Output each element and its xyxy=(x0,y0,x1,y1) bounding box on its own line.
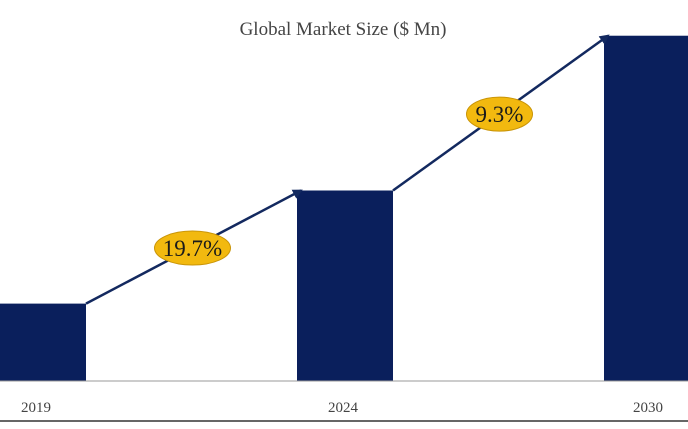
x-tick-label-2024: 2024 xyxy=(328,400,359,416)
growth-label-2019-2024: 19.7% xyxy=(163,236,222,261)
x-tick-label-2030: 2030 xyxy=(633,400,663,416)
chart-title: Global Market Size ($ Mn) xyxy=(240,19,447,40)
x-tick-label-2019: 2019 xyxy=(21,400,51,416)
bar-2019 xyxy=(0,303,86,381)
bar-2024 xyxy=(297,190,393,381)
growth-badge-2019-2024 xyxy=(154,230,231,266)
bar-2030 xyxy=(604,35,688,381)
x-tick-labels: 2019 2024 2030 xyxy=(21,400,663,416)
bars-layer xyxy=(0,35,688,381)
growth-label-2024-2030: 9.3% xyxy=(476,102,524,127)
growth-badge-2024-2030 xyxy=(466,96,533,132)
growth-arrows-layer: 19.7% 9.3% xyxy=(85,34,610,305)
